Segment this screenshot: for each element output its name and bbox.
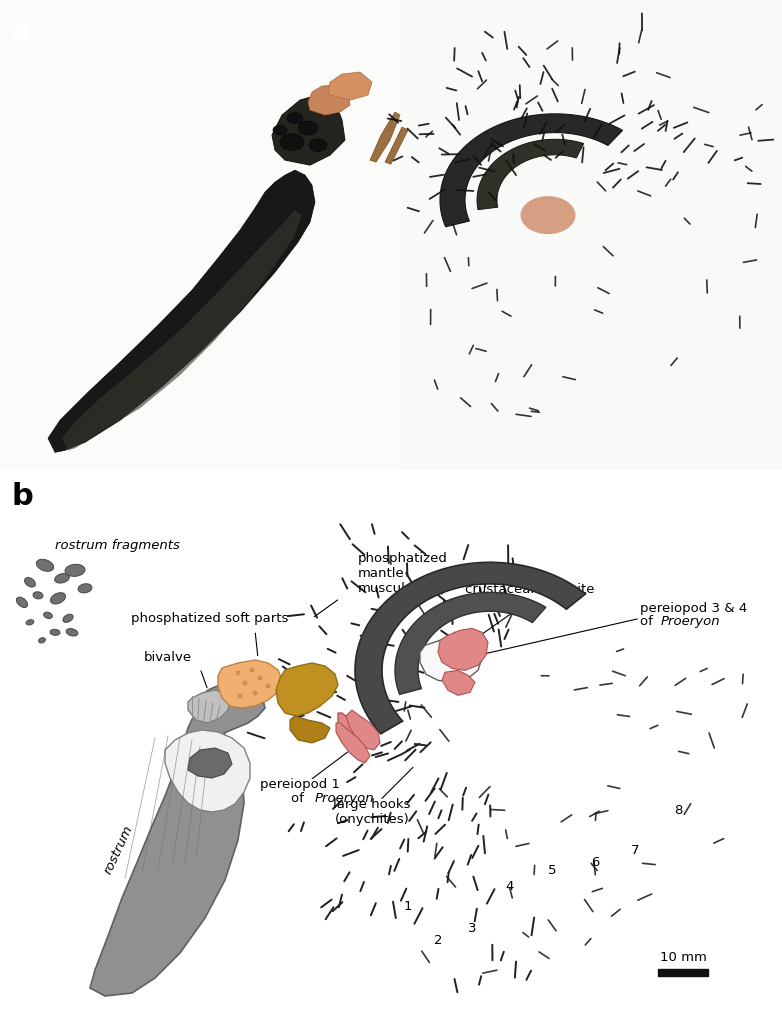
Text: crustacean sternite: crustacean sternite	[465, 583, 595, 597]
Circle shape	[238, 693, 242, 698]
Ellipse shape	[51, 592, 66, 604]
Bar	[0, 0, 100, 470]
Ellipse shape	[16, 598, 27, 608]
Text: bivalve: bivalve	[144, 652, 192, 665]
Polygon shape	[442, 670, 475, 695]
Text: b: b	[12, 483, 34, 511]
Text: 6: 6	[591, 856, 599, 869]
Text: of: of	[292, 792, 309, 805]
Text: 2: 2	[434, 934, 443, 947]
Ellipse shape	[273, 125, 287, 135]
Polygon shape	[440, 114, 622, 227]
Ellipse shape	[66, 628, 78, 636]
Text: phosphatized soft parts: phosphatized soft parts	[131, 612, 289, 625]
Text: phosphatized
mantle
musculature?: phosphatized mantle musculature?	[358, 553, 448, 596]
Polygon shape	[385, 127, 408, 164]
Bar	[400, 0, 500, 470]
Ellipse shape	[50, 629, 60, 635]
Ellipse shape	[55, 573, 70, 583]
Polygon shape	[355, 562, 586, 734]
Ellipse shape	[38, 637, 45, 643]
Circle shape	[242, 680, 247, 685]
Bar	[200, 0, 300, 470]
Text: pereiopod 1: pereiopod 1	[260, 779, 340, 791]
Ellipse shape	[26, 620, 34, 625]
Ellipse shape	[33, 591, 43, 599]
Polygon shape	[165, 730, 250, 812]
Circle shape	[257, 676, 263, 680]
Ellipse shape	[309, 138, 327, 152]
Polygon shape	[218, 660, 282, 708]
Ellipse shape	[65, 564, 85, 576]
Polygon shape	[90, 683, 265, 996]
Bar	[600, 0, 700, 470]
Polygon shape	[188, 690, 230, 723]
Text: of: of	[640, 615, 657, 628]
Text: pereiopod 3 & 4: pereiopod 3 & 4	[640, 603, 748, 615]
Polygon shape	[346, 710, 380, 750]
Ellipse shape	[63, 614, 73, 622]
Bar	[100, 0, 200, 470]
Text: 5: 5	[547, 863, 556, 876]
Text: 8: 8	[674, 803, 682, 816]
Polygon shape	[338, 713, 360, 746]
Polygon shape	[336, 723, 370, 764]
Text: a: a	[12, 18, 30, 46]
Bar	[500, 0, 600, 470]
Polygon shape	[48, 170, 315, 452]
Ellipse shape	[287, 112, 303, 123]
Ellipse shape	[78, 583, 92, 592]
Circle shape	[235, 671, 241, 676]
Ellipse shape	[521, 196, 576, 234]
Text: large hooks
(onychites): large hooks (onychites)	[333, 798, 411, 827]
Text: rostrum: rostrum	[101, 824, 135, 876]
Text: 3: 3	[468, 921, 476, 935]
Text: 1: 1	[404, 900, 412, 912]
Text: Proeryon: Proeryon	[314, 792, 374, 805]
Bar	[700, 0, 782, 470]
Text: 4: 4	[506, 880, 515, 893]
Polygon shape	[62, 210, 302, 450]
Polygon shape	[188, 748, 232, 778]
Polygon shape	[276, 663, 338, 716]
Circle shape	[249, 668, 254, 673]
Polygon shape	[308, 86, 350, 115]
Ellipse shape	[24, 577, 35, 587]
Polygon shape	[395, 592, 546, 694]
Text: rostrum fragments: rostrum fragments	[55, 540, 180, 553]
Text: 10 mm: 10 mm	[659, 951, 706, 964]
Ellipse shape	[298, 121, 318, 135]
Polygon shape	[290, 716, 330, 743]
Polygon shape	[328, 72, 372, 100]
Polygon shape	[438, 628, 488, 670]
Text: 7: 7	[631, 844, 639, 856]
Bar	[300, 0, 400, 470]
Ellipse shape	[280, 133, 304, 151]
Circle shape	[253, 690, 257, 695]
Polygon shape	[272, 95, 345, 165]
Ellipse shape	[36, 559, 54, 571]
Text: Proeryon: Proeryon	[661, 615, 720, 628]
Polygon shape	[420, 638, 482, 682]
Ellipse shape	[44, 612, 52, 619]
Polygon shape	[477, 139, 583, 210]
Circle shape	[266, 683, 271, 688]
Polygon shape	[370, 112, 400, 162]
Bar	[658, 969, 708, 976]
